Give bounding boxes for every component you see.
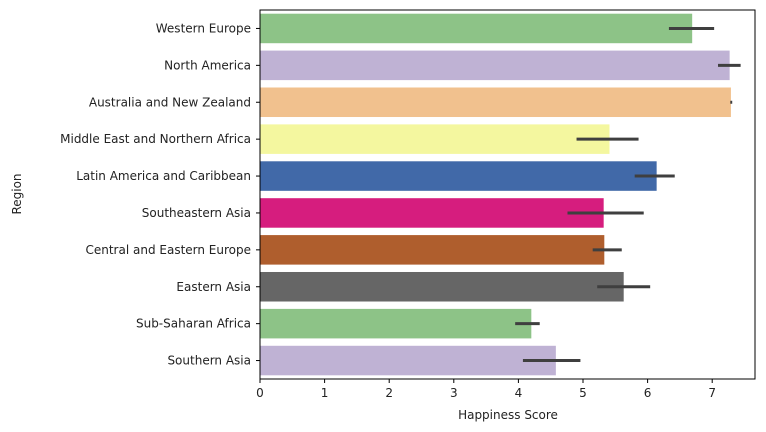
bars-layer xyxy=(260,13,731,376)
x-axis-ticks: 0 1 2 3 4 5 6 7 xyxy=(256,379,716,400)
bar-5 xyxy=(260,198,604,228)
bar-3 xyxy=(260,124,610,154)
bar-9 xyxy=(260,345,556,376)
x-tick-label-7: 7 xyxy=(708,386,716,400)
y-tick-label-6: Central and Eastern Europe xyxy=(85,243,251,257)
error-bars-layer xyxy=(515,26,741,363)
bar-6 xyxy=(260,235,605,265)
x-tick-label-0: 0 xyxy=(256,386,264,400)
bar-7 xyxy=(260,271,624,302)
x-tick-label-6: 6 xyxy=(644,386,652,400)
bar-4 xyxy=(260,161,657,191)
bar-1 xyxy=(260,50,730,81)
y-tick-label-3: Middle East and Northern Africa xyxy=(60,132,251,146)
y-tick-label-1: North America xyxy=(164,58,251,72)
bar-8 xyxy=(260,308,532,339)
y-tick-label-2: Australia and New Zealand xyxy=(89,95,251,109)
x-tick-label-1: 1 xyxy=(321,386,329,400)
y-tick-label-8: Sub-Saharan Africa xyxy=(136,317,251,331)
x-tick-label-5: 5 xyxy=(579,386,587,400)
y-tick-label-9: Southern Asia xyxy=(167,354,251,368)
plot-area-frame xyxy=(259,9,756,380)
y-tick-label-4: Latin America and Caribbean xyxy=(76,169,251,183)
x-axis-label: Happiness Score xyxy=(458,408,558,422)
x-tick-label-2: 2 xyxy=(385,386,393,400)
y-axis-ticks: Western Europe North America Australia and… xyxy=(60,21,260,368)
y-tick-label-0: Western Europe xyxy=(156,21,251,35)
bar-0 xyxy=(260,13,693,44)
x-tick-label-4: 4 xyxy=(515,386,523,400)
y-tick-label-7: Eastern Asia xyxy=(176,280,251,294)
y-tick-label-5: Southeastern Asia xyxy=(142,206,251,220)
x-tick-label-3: 3 xyxy=(450,386,458,400)
y-axis-label: Region xyxy=(10,173,24,214)
bar-2 xyxy=(260,87,731,118)
